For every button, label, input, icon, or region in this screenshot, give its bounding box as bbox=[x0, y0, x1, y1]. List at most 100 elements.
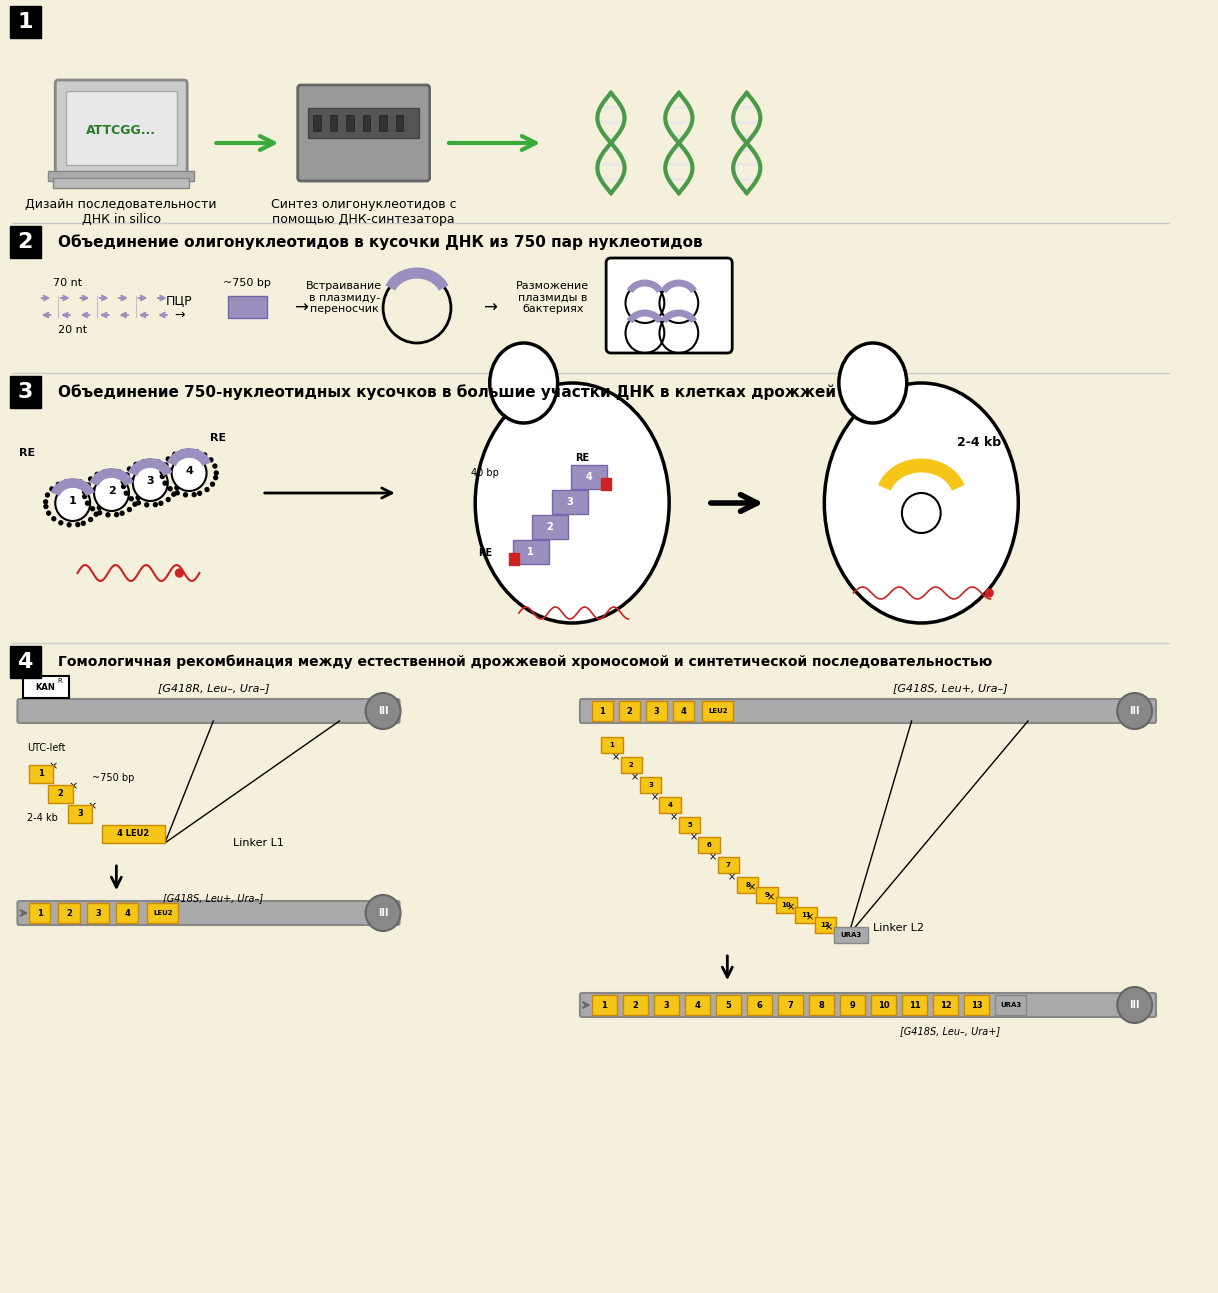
Circle shape bbox=[202, 453, 207, 456]
FancyBboxPatch shape bbox=[363, 115, 370, 131]
Text: KAN: KAN bbox=[35, 683, 56, 692]
Circle shape bbox=[55, 485, 90, 521]
Circle shape bbox=[133, 465, 168, 500]
Circle shape bbox=[1117, 987, 1152, 1023]
FancyBboxPatch shape bbox=[29, 765, 54, 784]
FancyBboxPatch shape bbox=[552, 490, 588, 515]
FancyBboxPatch shape bbox=[795, 906, 816, 923]
Text: [G418S, Leu–, Ura+]: [G418S, Leu–, Ura+] bbox=[900, 1027, 1000, 1036]
FancyBboxPatch shape bbox=[102, 825, 164, 843]
Text: 2-4 kb: 2-4 kb bbox=[957, 437, 1001, 450]
FancyBboxPatch shape bbox=[646, 701, 667, 721]
Circle shape bbox=[213, 464, 217, 468]
FancyBboxPatch shape bbox=[10, 6, 40, 37]
Text: 1: 1 bbox=[38, 769, 44, 778]
Circle shape bbox=[45, 493, 50, 497]
Text: III: III bbox=[1129, 999, 1140, 1010]
FancyBboxPatch shape bbox=[308, 109, 419, 138]
Text: 70 nt: 70 nt bbox=[54, 278, 83, 288]
Circle shape bbox=[129, 497, 133, 500]
Circle shape bbox=[44, 500, 48, 504]
Text: 1: 1 bbox=[609, 742, 614, 747]
FancyBboxPatch shape bbox=[871, 996, 896, 1015]
Circle shape bbox=[83, 494, 86, 499]
FancyBboxPatch shape bbox=[17, 901, 400, 924]
Text: ×: × bbox=[88, 800, 96, 811]
Circle shape bbox=[117, 469, 122, 475]
FancyBboxPatch shape bbox=[55, 80, 188, 176]
Circle shape bbox=[44, 504, 48, 508]
FancyBboxPatch shape bbox=[659, 796, 681, 813]
Text: III: III bbox=[1129, 706, 1140, 716]
Text: Разможение
плазмиды в
бактериях: Разможение плазмиды в бактериях bbox=[516, 281, 590, 314]
FancyBboxPatch shape bbox=[776, 897, 797, 913]
Text: [G418S, Leu+, Ura–]: [G418S, Leu+, Ura–] bbox=[163, 893, 263, 903]
Circle shape bbox=[136, 500, 140, 504]
Text: 1: 1 bbox=[69, 497, 77, 506]
Circle shape bbox=[128, 508, 132, 512]
Text: Дизайн последовательности
ДНК in silico: Дизайн последовательности ДНК in silico bbox=[26, 198, 217, 226]
Text: 3: 3 bbox=[146, 476, 155, 486]
Text: 3: 3 bbox=[664, 1001, 669, 1010]
Circle shape bbox=[175, 486, 179, 490]
Text: 3: 3 bbox=[648, 782, 653, 787]
FancyBboxPatch shape bbox=[330, 115, 337, 131]
FancyBboxPatch shape bbox=[49, 785, 73, 803]
Text: UTC-left: UTC-left bbox=[27, 743, 66, 753]
Text: ×: × bbox=[650, 793, 659, 802]
Circle shape bbox=[164, 463, 168, 467]
Circle shape bbox=[136, 491, 140, 495]
Text: 2: 2 bbox=[57, 790, 63, 799]
Circle shape bbox=[172, 455, 207, 491]
Text: 4: 4 bbox=[694, 1001, 700, 1010]
FancyBboxPatch shape bbox=[513, 540, 549, 564]
Text: Гомологичная рекомбинация между естественной дрожжевой хромосомой и синтетическо: Гомологичная рекомбинация между естестве… bbox=[58, 654, 993, 670]
Text: 4: 4 bbox=[124, 909, 130, 918]
Text: ×: × bbox=[806, 912, 814, 922]
Text: [G418S, Leu+, Ura–]: [G418S, Leu+, Ura–] bbox=[893, 683, 1007, 693]
Text: 3: 3 bbox=[95, 909, 101, 918]
FancyBboxPatch shape bbox=[963, 996, 989, 1015]
FancyBboxPatch shape bbox=[901, 996, 927, 1015]
Text: RE: RE bbox=[477, 548, 492, 559]
Circle shape bbox=[93, 487, 96, 491]
FancyBboxPatch shape bbox=[58, 903, 79, 923]
Text: ×: × bbox=[767, 892, 775, 903]
Text: ×: × bbox=[709, 852, 717, 862]
FancyBboxPatch shape bbox=[379, 115, 387, 131]
Text: ×: × bbox=[825, 922, 833, 932]
FancyBboxPatch shape bbox=[602, 478, 611, 490]
Circle shape bbox=[76, 522, 79, 526]
Text: Объединение 750-нуклеотидных кусочков в большие участки ДНК в клетках дрожжей: Объединение 750-нуклеотидных кусочков в … bbox=[58, 384, 837, 400]
Circle shape bbox=[158, 502, 163, 506]
Circle shape bbox=[114, 512, 118, 517]
Circle shape bbox=[67, 522, 71, 526]
FancyBboxPatch shape bbox=[580, 993, 1156, 1018]
Circle shape bbox=[90, 507, 95, 511]
Text: 8: 8 bbox=[745, 882, 750, 888]
Circle shape bbox=[195, 450, 199, 454]
FancyBboxPatch shape bbox=[10, 646, 40, 678]
FancyBboxPatch shape bbox=[10, 376, 40, 409]
Text: ~750 bp: ~750 bp bbox=[223, 278, 272, 288]
Circle shape bbox=[83, 490, 86, 494]
Text: 4 LEU2: 4 LEU2 bbox=[117, 830, 150, 838]
Text: 2: 2 bbox=[626, 706, 632, 715]
Circle shape bbox=[79, 480, 83, 484]
Text: →: → bbox=[482, 299, 497, 317]
Text: R: R bbox=[57, 678, 62, 684]
Circle shape bbox=[46, 511, 51, 515]
FancyBboxPatch shape bbox=[834, 927, 868, 943]
Circle shape bbox=[94, 475, 129, 511]
Circle shape bbox=[122, 480, 125, 484]
Text: 4: 4 bbox=[17, 652, 33, 672]
Circle shape bbox=[180, 450, 185, 454]
Text: 9: 9 bbox=[850, 1001, 855, 1010]
Circle shape bbox=[168, 486, 172, 491]
FancyBboxPatch shape bbox=[995, 996, 1026, 1015]
Text: 3: 3 bbox=[566, 497, 572, 507]
Text: 40 bp: 40 bp bbox=[471, 468, 499, 478]
Text: ×: × bbox=[49, 762, 58, 771]
FancyBboxPatch shape bbox=[592, 996, 616, 1015]
Circle shape bbox=[84, 484, 88, 487]
